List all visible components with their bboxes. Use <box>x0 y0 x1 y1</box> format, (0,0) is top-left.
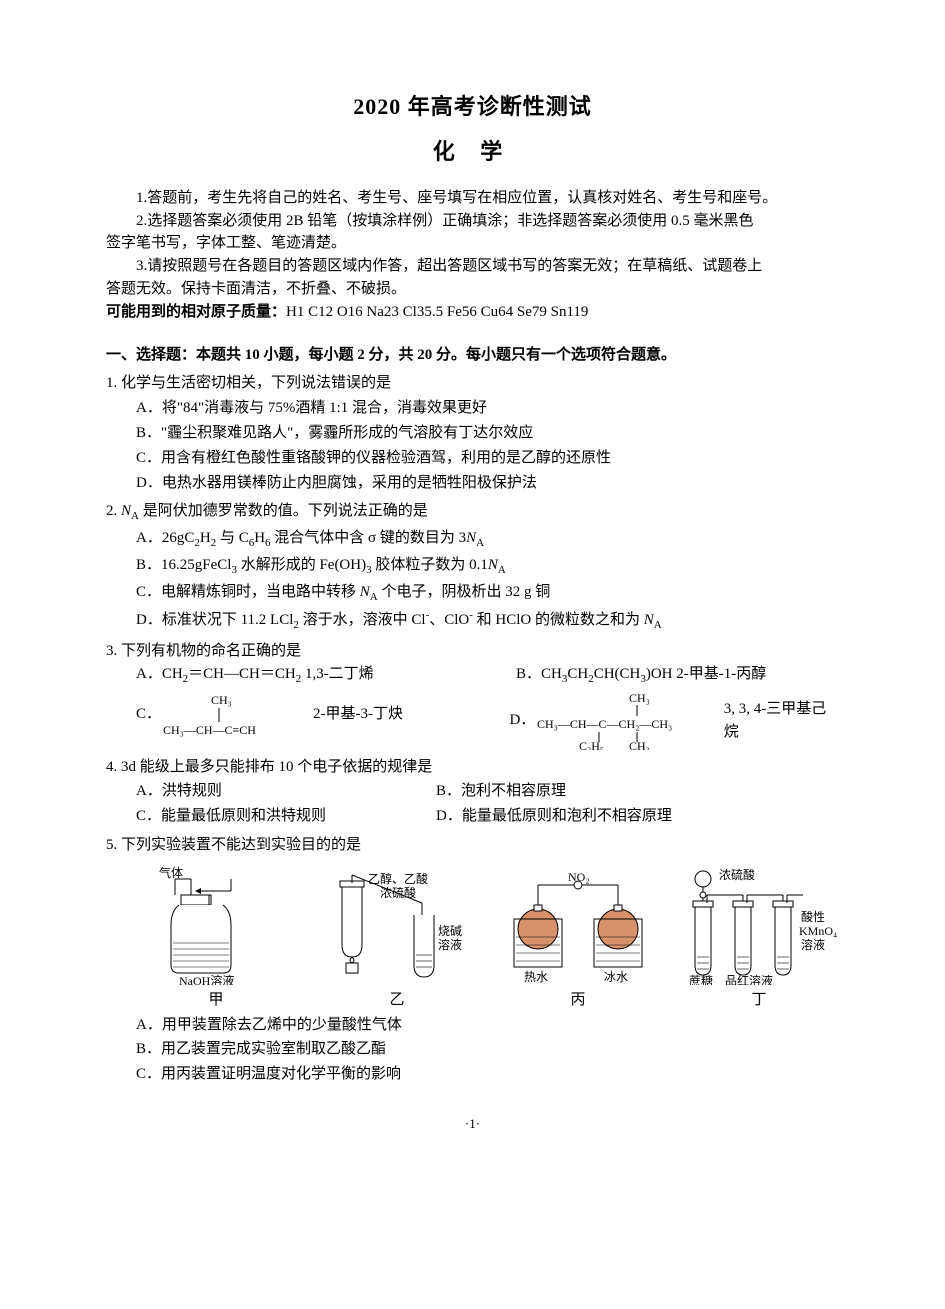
q2-opt-b: B．16.25gFeCl3 水解形成的 Fe(OH)3 胶体粒子数为 0.1NA <box>136 554 839 579</box>
q3-stem: 3. 下列有机物的命名正确的是 <box>106 640 839 663</box>
svg-text:CH₃: CH₃ <box>211 693 232 707</box>
q3-opt-b: B．CH3CH2CH(CH3)OH 2-甲基-1-丙醇 <box>516 663 766 688</box>
question-2: 2. NA 是阿伏加德罗常数的值。下列说法正确的是 A．26gC2H2 与 C6… <box>106 500 839 634</box>
q5-opt-c: C．用丙装置证明温度对化学平衡的影响 <box>136 1063 839 1086</box>
apparatus-labels: 甲 乙 丙 丁 <box>136 989 839 1012</box>
q3-opt-a: A．CH2＝CH—CH＝CH2 1,3-二丁烯 <box>136 663 516 688</box>
q1-opt-c: C．用含有橙红色酸性重铬酸钾的仪器检验酒驾，利用的是乙醇的还原性 <box>136 447 839 470</box>
svg-text:品红溶液: 品红溶液 <box>725 973 773 985</box>
q2-stem: 2. NA 是阿伏加德罗常数的值。下列说法正确的是 <box>106 500 839 525</box>
svg-text:蔗糖: 蔗糖 <box>689 973 713 985</box>
subject-title: 化 学 <box>106 135 839 168</box>
apparatus-row: 气体 NaOH溶液 <box>136 865 839 985</box>
mass-label: 可能用到的相对原子质量： <box>106 304 286 320</box>
apparatus-yi: 乙醇、乙酸 浓硫酸 烧碱 溶液 <box>317 865 477 985</box>
svg-text:乙醇、乙酸: 乙醇、乙酸 <box>368 871 428 886</box>
q4-stem: 4. 3d 能级上最多只能排布 10 个电子依据的规律是 <box>106 756 839 779</box>
mass-values: H1 C12 O16 Na23 Cl35.5 Fe56 Cu64 Se79 Sn… <box>286 304 588 320</box>
svg-text:浓硫酸: 浓硫酸 <box>719 867 755 882</box>
instruction-2b: 签字笔书写，字体工整、笔迹清楚。 <box>106 232 839 255</box>
svg-text:KMnO₄: KMnO₄ <box>799 924 837 938</box>
label-bing: 丙 <box>498 989 658 1012</box>
apparatus-jia: 气体 NaOH溶液 <box>136 865 296 985</box>
question-5: 5. 下列实验装置不能达到实验目的的是 气体 <box>106 834 839 1086</box>
label-jia: 甲 <box>136 989 296 1012</box>
svg-text:C₂H₅: C₂H₅ <box>579 739 604 750</box>
q1-opt-b: B．"霾尘积聚难见路人"，雾霾所形成的气溶胶有丁达尔效应 <box>136 422 839 445</box>
q1-opt-a: A．将"84"消毒液与 75%酒精 1:1 混合，消毒效果更好 <box>136 397 839 420</box>
section-1-header: 一、选择题：本题共 10 小题，每小题 2 分，共 20 分。每小题只有一个选项… <box>106 344 839 367</box>
structure-d-icon: CH₃ CH₃—CH—C—CH₂—CH₃ C₂H₅ CH₃ <box>537 692 723 750</box>
q3-opt-c: C． CH₃ CH₃—CH—C≡CH 2-甲基-3-丁炔 <box>136 692 509 738</box>
svg-text:冰水: 冰水 <box>604 970 628 984</box>
apparatus-ding: 浓硫酸 <box>679 865 839 985</box>
svg-text:NaOH溶液: NaOH溶液 <box>179 973 234 985</box>
svg-text:CH₃—CH—C≡CH: CH₃—CH—C≡CH <box>163 723 256 737</box>
apparatus-ding-icon: 浓硫酸 <box>679 865 849 985</box>
apparatus-bing: NO₂ <box>498 865 658 985</box>
label-ding: 丁 <box>679 989 839 1012</box>
svg-text:酸性: 酸性 <box>801 909 825 924</box>
apparatus-jia-icon: 气体 NaOH溶液 <box>151 865 281 985</box>
atomic-masses: 可能用到的相对原子质量：H1 C12 O16 Na23 Cl35.5 Fe56 … <box>106 301 839 324</box>
svg-text:CH₃—CH—C—CH₂—CH₃: CH₃—CH—C—CH₂—CH₃ <box>537 717 672 731</box>
q1-opt-d: D．电热水器用镁棒防止内胆腐蚀，采用的是牺牲阳极保护法 <box>136 472 839 495</box>
page-number: ·1· <box>106 1114 839 1134</box>
svg-text:溶液: 溶液 <box>801 937 825 952</box>
question-4: 4. 3d 能级上最多只能排布 10 个电子依据的规律是 A．洪特规则 B．泡利… <box>106 756 839 828</box>
instruction-2a: 2.选择题答案必须使用 2B 铅笔（按填涂样例）正确填涂；非选择题答案必须使用 … <box>106 210 839 233</box>
q4-opt-b: B．泡利不相容原理 <box>436 780 566 803</box>
q5-stem: 5. 下列实验装置不能达到实验目的的是 <box>106 834 839 857</box>
svg-text:烧碱: 烧碱 <box>438 924 462 938</box>
q4-opt-d: D．能量最低原则和泡利不相容原理 <box>436 805 672 828</box>
apparatus-yi-icon: 乙醇、乙酸 浓硫酸 烧碱 溶液 <box>322 865 472 985</box>
instruction-1: 1.答题前，考生先将自己的姓名、考生号、座号填写在相应位置，认真核对姓名、考生号… <box>106 187 839 210</box>
q1-stem: 1. 化学与生活密切相关，下列说法错误的是 <box>106 372 839 395</box>
q4-opt-a: A．洪特规则 <box>136 780 436 803</box>
q2-opt-a: A．26gC2H2 与 C6H6 混合气体中含 σ 键的数目为 3NA <box>136 527 839 552</box>
svg-text:溶液: 溶液 <box>438 937 462 952</box>
q5-opt-b: B．用乙装置完成实验室制取乙酸乙酯 <box>136 1038 839 1061</box>
structure-c-icon: CH₃ CH₃—CH—C≡CH <box>163 692 313 738</box>
q5-opt-a: A．用甲装置除去乙烯中的少量酸性气体 <box>136 1014 839 1037</box>
main-title: 2020 年高考诊断性测试 <box>106 90 839 123</box>
svg-text:CH₃: CH₃ <box>629 739 650 750</box>
q2-opt-c: C．电解精炼铜时，当电路中转移 NA 个电子，阴极析出 32 g 铜 <box>136 581 839 606</box>
q3-opt-d: D． CH₃ CH₃—CH—C—CH₂—CH₃ C₂H₅ CH₃ 3, 3, 4… <box>509 692 839 750</box>
q2-opt-d: D．标准状况下 11.2 LCl2 溶于水，溶液中 Cl-、ClO- 和 HCl… <box>136 607 839 634</box>
label-yi: 乙 <box>317 989 477 1012</box>
q3-row-ab: A．CH2＝CH—CH＝CH2 1,3-二丁烯 B．CH3CH2CH(CH3)O… <box>136 663 839 688</box>
question-1: 1. 化学与生活密切相关，下列说法错误的是 A．将"84"消毒液与 75%酒精 … <box>106 372 839 494</box>
svg-text:CH₃: CH₃ <box>629 692 650 705</box>
apparatus-bing-icon: NO₂ <box>498 865 658 985</box>
svg-text:气体: 气体 <box>159 865 183 880</box>
question-3: 3. 下列有机物的命名正确的是 A．CH2＝CH—CH＝CH2 1,3-二丁烯 … <box>106 640 839 750</box>
svg-text:热水: 热水 <box>524 970 548 984</box>
instruction-3a: 3.请按照题号在各题目的答题区域内作答，超出答题区域书写的答案无效；在草稿纸、试… <box>106 255 839 278</box>
instruction-3b: 答题无效。保持卡面清洁，不折叠、不破损。 <box>106 278 839 301</box>
svg-text:浓硫酸: 浓硫酸 <box>380 885 416 900</box>
q4-opt-c: C．能量最低原则和洪特规则 <box>136 805 436 828</box>
